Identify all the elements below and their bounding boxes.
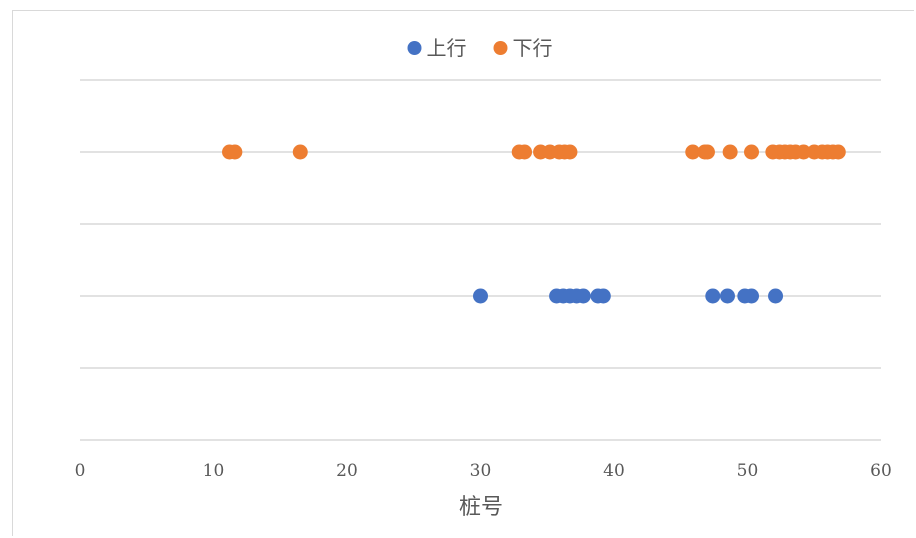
x-axis-title: 桩号 (459, 495, 503, 520)
data-point-series-0 (719, 288, 735, 304)
data-point-series-1 (744, 144, 760, 160)
legend-item-1: 下行 (493, 36, 553, 60)
gridlines (80, 79, 881, 441)
x-tick-label: 0 (75, 461, 86, 481)
legend-label: 下行 (513, 36, 553, 60)
x-tick-labels: 0 10 20 30 40 50 60 (75, 461, 892, 481)
data-point-series-1 (227, 144, 243, 160)
x-tick-label: 30 (470, 461, 492, 481)
data-point-series-1 (685, 144, 701, 160)
data-point-series-0 (473, 288, 488, 304)
data-point-series-1 (722, 144, 738, 160)
data-point-series-1 (830, 144, 846, 160)
data-point-series-1 (796, 144, 812, 160)
data-point-series-1 (292, 144, 308, 160)
data-point-series-1 (699, 144, 715, 160)
data-point-series-0 (705, 288, 721, 304)
x-tick-label: 40 (603, 461, 625, 481)
legend-marker (493, 41, 508, 55)
x-tick-label: 20 (336, 461, 358, 481)
legend-label: 上行 (427, 36, 467, 60)
data-point-series-0 (595, 288, 611, 304)
data-point-series-0 (744, 288, 760, 304)
x-tick-label: 10 (203, 461, 225, 481)
x-tick-label: 50 (737, 461, 759, 481)
legend-item-0: 上行 (407, 36, 467, 60)
data-points (222, 144, 846, 304)
chart-frame (12, 10, 914, 536)
data-point-series-0 (575, 288, 591, 304)
x-tick-label: 60 (870, 461, 892, 481)
legend: 上行 下行 (407, 36, 553, 60)
legend-marker (407, 41, 422, 55)
data-point-series-1 (517, 144, 533, 160)
data-point-series-0 (768, 288, 784, 304)
data-point-series-1 (562, 144, 578, 160)
